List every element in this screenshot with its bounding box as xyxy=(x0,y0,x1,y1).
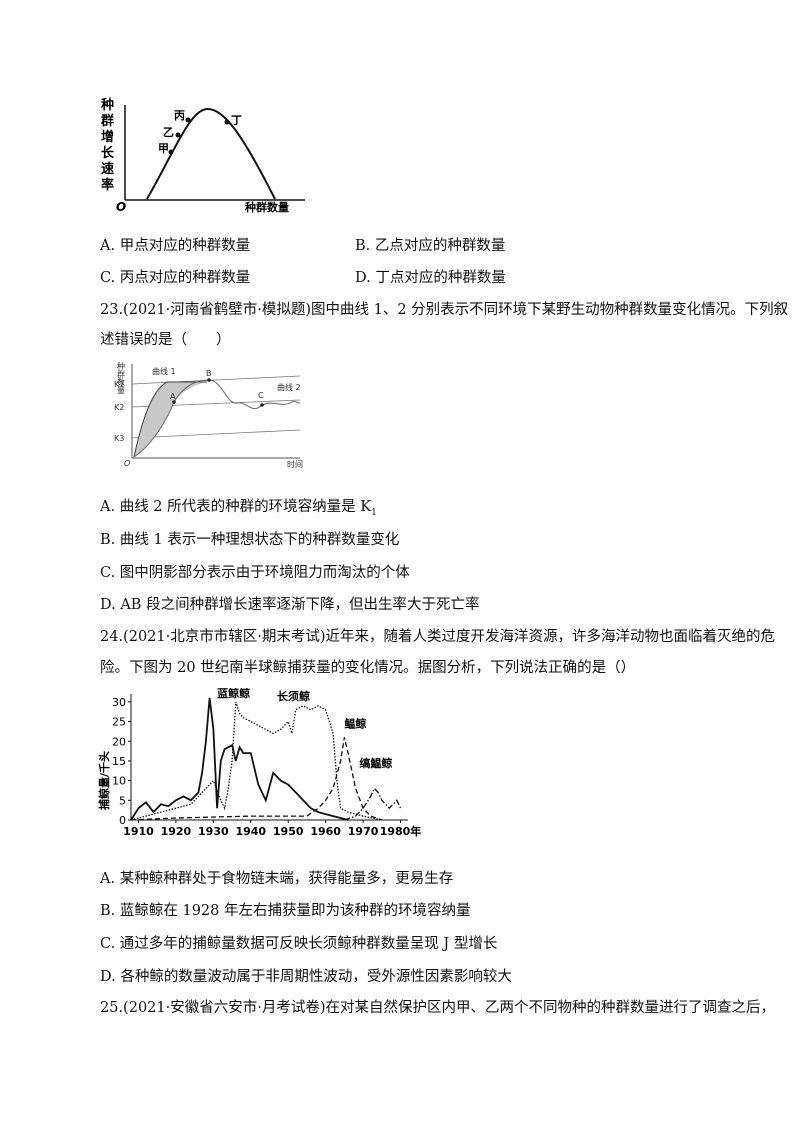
q22-option-b: B. 乙点对应的种群数量 xyxy=(355,238,506,254)
q22-label-jia: 甲 xyxy=(158,142,169,155)
q23-origin-label: O xyxy=(124,459,130,468)
q24-whale-catch-chart: 0 5 10 15 20 25 30 1910 1920 1930 1940 1950 1960 1970… xyxy=(98,688,422,838)
q22-point-yi xyxy=(175,132,181,138)
whale-y-axis-label: 捕鲸量/千头 xyxy=(98,751,111,810)
q23-option-b: B. 曲线 1 表示一种理想状态下的种群数量变化 xyxy=(100,532,400,548)
q23-label-c: C xyxy=(258,391,264,400)
q22-point-ding xyxy=(224,119,230,125)
series-label-2: 鳁鲸 xyxy=(344,716,366,730)
series-line-0 xyxy=(130,697,349,821)
q24-stem-line2: 险。下图为 20 世纪南半球鲸捕获量的变化情况。据图分析，下列说法正确的是（） xyxy=(100,660,636,676)
q23-curve1-label: 曲线 1 xyxy=(152,366,176,376)
q25-stem-line1: 25.(2021·安徽省六安市·月考试卷)在对某自然保护区内甲、乙两个不同物种的… xyxy=(100,1000,775,1016)
x-tick-label: 1920 xyxy=(161,825,192,838)
q22-label-bing: 丙 xyxy=(174,109,185,122)
q22-option-a: A. 甲点对应的种群数量 xyxy=(100,238,251,254)
q23-k3-label: K3 xyxy=(114,434,124,443)
x-tick-label: 1980年 xyxy=(380,824,422,838)
q23-option-a-sub: 1 xyxy=(371,507,377,518)
x-tick-label: 1970 xyxy=(348,825,379,838)
q23-option-a-text: A. 曲线 2 所代表的种群的环境容纳量是 K xyxy=(100,499,372,515)
q23-k2-label: K2 xyxy=(114,403,124,412)
q23-k3-line xyxy=(131,429,301,439)
q24-option-a: A. 某种鲸种群处于食物链末端，获得能量多，更易生存 xyxy=(100,871,454,887)
q23-option-c: C. 图中阴影部分表示由于环境阻力而淘汰的个体 xyxy=(100,565,410,581)
y-tick-label: 15 xyxy=(112,755,126,768)
q23-stem-line2: 述错误的是（ ） xyxy=(100,332,231,348)
series-label-3: 缟鰛鲸 xyxy=(359,756,392,770)
q22-label-ding: 丁 xyxy=(231,114,242,127)
q24-stem-line1: 24.(2021·北京市市辖区·期末考试)近年来，随着人类过度开发海洋资源，许多… xyxy=(100,629,775,645)
x-tick-label: 1910 xyxy=(123,825,154,838)
series-label-0: 蓝鲸鲸 xyxy=(217,688,250,700)
series-line-1 xyxy=(130,701,382,821)
y-tick-label: 10 xyxy=(112,775,126,788)
q22-x-axis-label: 种群数量 xyxy=(244,200,289,214)
q23-label-b: B xyxy=(206,369,212,378)
q24-option-c: C. 通过多年的捕鲸量数据可反映长须鲸种群数量呈现 J 型增长 xyxy=(100,936,498,952)
q22-point-bing xyxy=(185,117,191,123)
y-tick-label: 5 xyxy=(119,794,126,807)
q23-x-axis-label: 时间 xyxy=(287,459,303,469)
q23-stem-line1: 23.(2021·河南省鹤壁市·模拟题)图中曲线 1、2 分别表示不同环境下某野… xyxy=(100,302,789,318)
q22-growth-rate-figure: 种群增长速率 O 种群数量 甲 乙 丙 丁 xyxy=(100,97,305,214)
q22-origin-label: O xyxy=(116,200,126,214)
q24-option-b: B. 蓝鲸鲸在 1928 年左右捕获量即为该种群的环境容纳量 xyxy=(100,903,471,919)
x-tick-label: 1950 xyxy=(273,825,304,838)
q23-k1-label: K1 xyxy=(114,380,124,389)
series-label-1: 长须鲸 xyxy=(277,689,310,703)
q22-option-d: D. 丁点对应的种群数量 xyxy=(355,270,506,286)
q23-label-a: A xyxy=(170,392,176,401)
q23-point-c xyxy=(260,403,264,407)
x-tick-label: 1960 xyxy=(310,825,341,838)
q22-option-c: C. 丙点对应的种群数量 xyxy=(100,270,251,286)
q23-k1-line xyxy=(131,375,301,385)
q22-y-axis-label: 种群增长速率 xyxy=(100,97,115,193)
q23-point-a xyxy=(172,400,176,404)
q23-shaded-area xyxy=(134,382,207,457)
x-tick-label: 1940 xyxy=(235,825,266,838)
q23-option-d: D. AB 段之间种群增长速率逐渐下降，但出生率大于死亡率 xyxy=(100,597,480,613)
q23-population-figure: 种群数量 A B C K1 K2 K3 曲线 1 曲线 2 O 时间 xyxy=(114,361,303,469)
q22-growth-curve xyxy=(146,107,276,200)
q23-option-a: A. 曲线 2 所代表的种群的环境容纳量是 K1 xyxy=(100,497,377,523)
y-tick-label: 0 xyxy=(119,814,126,827)
y-tick-label: 20 xyxy=(112,735,126,748)
q23-point-b xyxy=(207,378,211,382)
y-tick-label: 30 xyxy=(112,696,126,709)
series-line-3 xyxy=(344,787,402,821)
x-tick-label: 1930 xyxy=(198,825,229,838)
y-tick-label: 25 xyxy=(112,716,126,729)
q23-curve-1 xyxy=(133,381,207,458)
series-line-2 xyxy=(130,737,383,821)
q22-point-jia xyxy=(168,149,174,155)
q22-label-yi: 乙 xyxy=(163,126,174,139)
q24-option-d: D. 各种鲸的数量波动属于非周期性波动，受外源性因素影响较大 xyxy=(100,969,512,985)
q23-y-axis-label: 种群数量 xyxy=(117,361,125,395)
q23-curve2-label: 曲线 2 xyxy=(277,382,301,392)
